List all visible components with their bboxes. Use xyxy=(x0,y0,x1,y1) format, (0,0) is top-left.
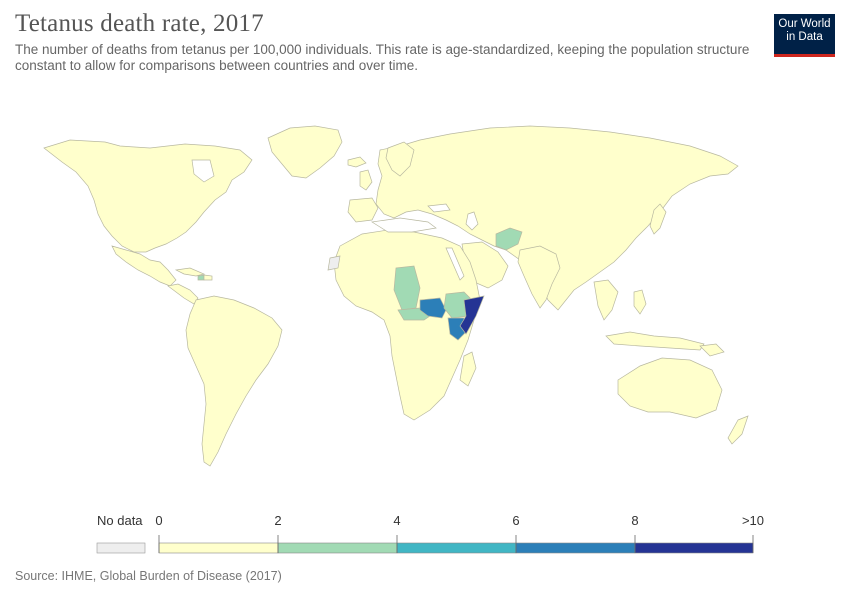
chart-subtitle: The number of deaths from tetanus per 10… xyxy=(15,42,750,73)
country-iceland[interactable] xyxy=(347,156,367,168)
legend-tick-4: 4 xyxy=(393,513,400,528)
country-philippines[interactable] xyxy=(633,289,647,315)
country-africa[interactable] xyxy=(333,229,481,421)
color-legend: No data 0 2 4 6 8 >10 xyxy=(96,513,764,554)
country-southeast-asia[interactable] xyxy=(593,279,619,321)
logo-line-2: in Data xyxy=(786,31,823,43)
legend-tick-10plus: >10 xyxy=(742,513,764,528)
country-central-america[interactable] xyxy=(167,283,199,305)
country-india[interactable] xyxy=(517,245,561,309)
black-sea xyxy=(427,203,451,213)
legend-bin-4-6[interactable] xyxy=(396,542,517,554)
country-japan[interactable] xyxy=(649,203,667,235)
legend-bin-6-8[interactable] xyxy=(515,542,636,554)
legend-tick-6: 6 xyxy=(512,513,519,528)
legend-bin-0-2[interactable] xyxy=(158,542,279,554)
country-mexico[interactable] xyxy=(111,245,177,287)
legend-tick-8: 8 xyxy=(631,513,638,528)
country-south-sudan[interactable] xyxy=(419,297,447,319)
country-south-america[interactable] xyxy=(185,295,283,467)
country-haiti[interactable] xyxy=(197,274,205,281)
chart-title: Tetanus death rate, 2017 xyxy=(15,10,264,37)
country-new-zealand[interactable] xyxy=(727,415,749,445)
country-somalia[interactable] xyxy=(459,295,485,335)
world-map xyxy=(43,125,749,467)
country-chad[interactable] xyxy=(393,265,421,311)
owid-logo[interactable]: Our World in Data xyxy=(774,14,835,57)
country-australia[interactable] xyxy=(617,357,723,419)
mediterranean-sea xyxy=(371,217,437,233)
country-madagascar[interactable] xyxy=(459,351,477,387)
legend-tick-marks xyxy=(158,535,754,553)
legend-tick-2: 2 xyxy=(274,513,281,528)
country-indonesia[interactable] xyxy=(605,331,705,351)
country-dominican-republic[interactable] xyxy=(203,274,213,281)
source-note: Source: IHME, Global Burden of Disease (… xyxy=(15,569,282,583)
country-greenland[interactable] xyxy=(267,125,343,179)
legend-bin-8-10[interactable] xyxy=(634,542,754,554)
country-iberia[interactable] xyxy=(347,197,379,223)
inland-seas xyxy=(191,159,479,281)
legend-no-data-label: No data xyxy=(97,513,143,528)
country-canada-usa[interactable] xyxy=(43,139,253,253)
legend-bins xyxy=(158,542,754,554)
logo-line-1: Our World xyxy=(778,18,831,30)
country-uk[interactable] xyxy=(359,169,373,191)
country-afghanistan[interactable] xyxy=(495,227,523,251)
country-russia-eurasia[interactable] xyxy=(375,125,739,311)
caspian-sea xyxy=(465,211,479,231)
country-western-sahara[interactable] xyxy=(327,255,341,271)
legend-bin-2-4[interactable] xyxy=(277,542,398,554)
country-scandinavia[interactable] xyxy=(385,141,415,177)
country-papua-new-guinea[interactable] xyxy=(699,343,725,357)
countries xyxy=(43,125,749,467)
legend-no-data-swatch[interactable] xyxy=(96,542,146,554)
legend-tick-0: 0 xyxy=(155,513,162,528)
country-cuba[interactable] xyxy=(174,267,206,277)
red-sea xyxy=(445,247,465,281)
hudson-bay xyxy=(191,159,215,183)
